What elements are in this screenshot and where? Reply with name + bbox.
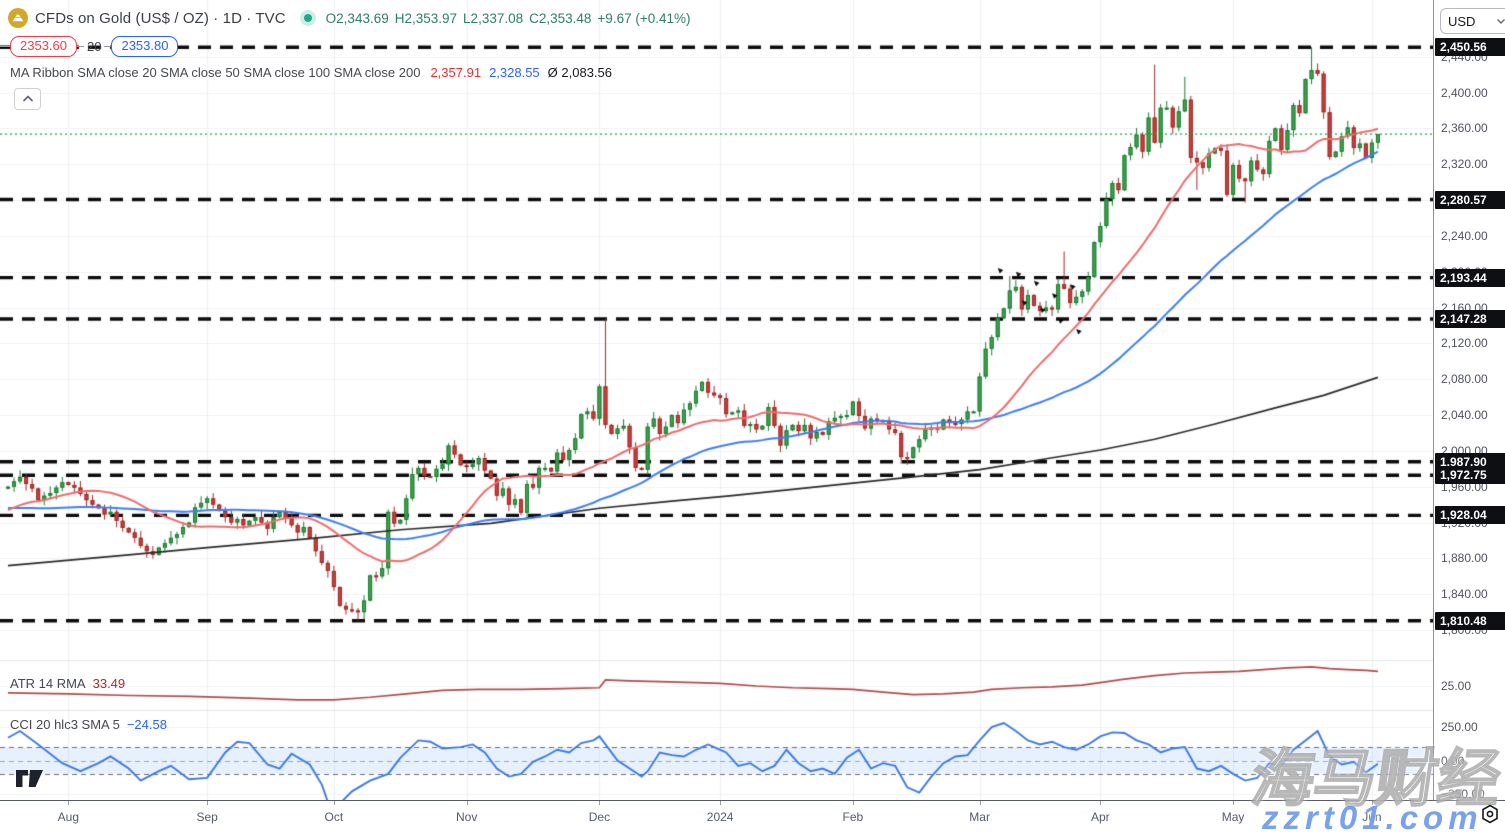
cci-axis-label: 0.00 [1441, 753, 1465, 768]
order-line: 2353.60 20 2353.80 [0, 35, 179, 57]
time-axis-month-label: Oct [324, 810, 344, 824]
chevron-up-icon [22, 95, 33, 102]
chart-canvas[interactable] [0, 0, 1433, 800]
time-axis-tick [980, 801, 981, 805]
price-level-badge: 1,972.75 [1435, 466, 1505, 485]
atr-label: ATR 14 RMA [10, 676, 86, 691]
chevron-down-icon [1496, 18, 1505, 24]
price-level-badge: 1,987.90 [1435, 452, 1505, 471]
time-axis[interactable]: Aug Sep Oct Nov Dec 2024 Feb Mar Apr May Jun [0, 800, 1505, 834]
time-axis-tick [720, 801, 721, 805]
symbol-title: CFDs on Gold (US$ / OZ) · 1D · TVC [35, 9, 286, 27]
collapse-legend-button[interactable] [14, 88, 41, 110]
price-axis-label: 2,040.00 [1441, 408, 1488, 423]
time-axis-tick [1100, 801, 1101, 805]
order-line-stub [77, 45, 84, 47]
price-axis-label: 2,360.00 [1441, 121, 1488, 136]
time-axis-tick [334, 801, 335, 805]
ohlc-item: C2,353.48 [529, 10, 592, 26]
price-axis-label: 2,320.00 [1441, 157, 1488, 172]
time-axis-month-label: May [1221, 810, 1245, 824]
currency-value: USD [1448, 13, 1476, 29]
ma-ribbon-average-value: Ø 2,083.56 [547, 65, 612, 80]
currency-select[interactable]: USD [1440, 8, 1505, 34]
time-axis-month-label: Jun [1362, 810, 1382, 824]
ma-ribbon-sma50-value: 2,328.55 [489, 65, 540, 80]
time-axis-month-label: Dec [588, 810, 611, 824]
cci-value: −24.58 [126, 717, 167, 732]
order-buy-price-tag[interactable]: 2353.80 [111, 35, 179, 57]
time-axis-tick [467, 801, 468, 805]
cci-label: CCI 20 hlc3 SMA 5 [10, 717, 120, 732]
ohlc-item: +9.67 (+0.41%) [597, 10, 691, 26]
time-axis-month-label: Apr [1090, 810, 1110, 824]
time-axis-month-label: Mar [969, 810, 990, 824]
time-axis-tick [599, 801, 600, 805]
time-axis-month-label: Nov [455, 810, 478, 824]
price-axis-label: 1,880.00 [1441, 551, 1488, 566]
time-axis-month-label: Aug [57, 810, 80, 824]
price-level-badge: 1,810.48 [1435, 611, 1505, 630]
tradingview-logo[interactable] [16, 770, 44, 792]
time-axis-tick [1233, 801, 1234, 805]
time-axis-month-label: Sep [196, 810, 218, 824]
time-axis-month-label: 2024 [706, 810, 734, 824]
price-level-badge: 1,928.04 [1435, 506, 1505, 525]
time-axis-tick [853, 801, 854, 805]
price-level-badge: 2,147.28 [1435, 309, 1505, 328]
ohlc-item: O2,343.69 [325, 10, 389, 26]
price-axis-label: 2,400.00 [1441, 85, 1488, 100]
time-axis-tick [68, 801, 69, 805]
order-line-stub [104, 45, 112, 47]
time-axis-tick [207, 801, 208, 805]
order-quantity[interactable]: 20 [87, 38, 102, 54]
ohlc-item: H2,353.97 [394, 10, 458, 26]
price-level-badge: 2,450.56 [1435, 38, 1505, 57]
price-axis-label: 1,840.00 [1441, 587, 1488, 602]
chart-legend-header[interactable]: CFDs on Gold (US$ / OZ) · 1D · TVC O2,34… [8, 7, 697, 29]
price-axis-label: 2,120.00 [1441, 336, 1488, 351]
order-sell-price-tag[interactable]: 2353.60 [10, 35, 77, 57]
price-axis[interactable]: USD 2,440.002,400.002,360.002,320.002,28… [1433, 0, 1505, 801]
ma-ribbon-label: MA Ribbon SMA close 20 SMA close 50 SMA … [10, 65, 421, 80]
cci-axis-label: −250.00 [1441, 787, 1485, 801]
market-status-icon[interactable] [299, 10, 316, 26]
price-axis-label: 2,240.00 [1441, 228, 1488, 243]
time-axis-month-label: Feb [842, 810, 864, 824]
price-level-badge: 2,193.44 [1435, 268, 1505, 287]
price-axis-label: 2,080.00 [1441, 372, 1488, 387]
atr-axis-label: 25.00 [1441, 679, 1472, 693]
cci-legend[interactable]: CCI 20 hlc3 SMA 5 −24.58 [10, 717, 167, 732]
ma-ribbon-sma20-value: 2,357.91 [430, 65, 482, 80]
atr-value: 33.49 [92, 676, 126, 691]
ohlc-values: O2,343.69 H2,353.97 L2,337.08 C2,353.48 +9.6… [326, 11, 697, 26]
gold-symbol-icon [8, 8, 28, 28]
ohlc-item: L2,337.08 [463, 10, 524, 26]
atr-legend[interactable]: ATR 14 RMA 33.49 [10, 676, 125, 691]
time-axis-tick [1372, 801, 1373, 805]
order-line-stub [0, 45, 10, 47]
axis-settings-gear-icon[interactable] [1480, 804, 1500, 824]
price-level-badge: 2,280.57 [1435, 190, 1505, 209]
cci-axis-label: 250.00 [1441, 720, 1478, 734]
ma-ribbon-legend[interactable]: MA Ribbon SMA close 20 SMA close 50 SMA … [10, 65, 612, 80]
